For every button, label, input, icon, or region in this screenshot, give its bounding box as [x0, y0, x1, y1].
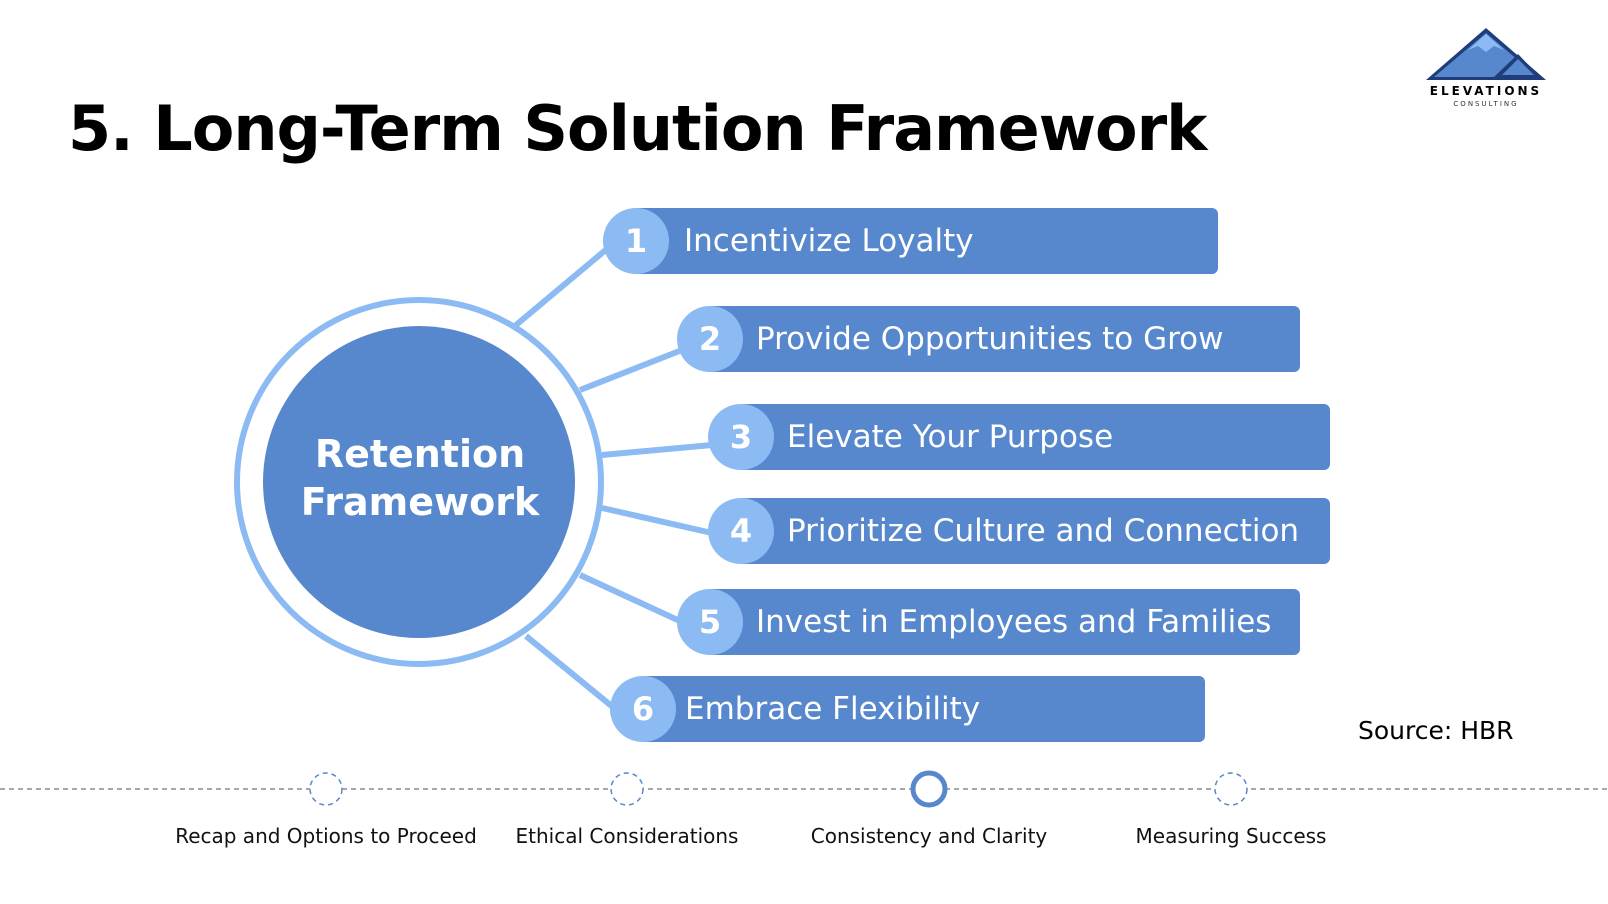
- connector-line-1: [514, 245, 610, 328]
- elevations-logo: ELEVATIONS CONSULTING: [1422, 24, 1552, 114]
- framework-item-3: [738, 404, 1330, 470]
- framework-item-5: [706, 589, 1300, 655]
- item-label: Incentivize Loyalty: [684, 223, 974, 259]
- mountain-icon: [1426, 28, 1546, 80]
- timeline-step-label[interactable]: Recap and Options to Proceed: [175, 824, 477, 848]
- item-number-badge: 5: [677, 589, 743, 655]
- connector-line-2: [578, 347, 684, 393]
- framework-item-4: [738, 498, 1330, 564]
- center-circle: [263, 326, 575, 638]
- item-label: Provide Opportunities to Grow: [756, 321, 1224, 357]
- logo-subtitle: CONSULTING: [1453, 100, 1519, 108]
- timeline-node-2: [610, 772, 644, 806]
- item-label: Elevate Your Purpose: [787, 419, 1114, 455]
- item-number-badge: 2: [677, 306, 743, 372]
- framework-item-6: [640, 676, 1205, 742]
- center-label-line: Retention: [314, 432, 526, 476]
- framework-diagram: [234, 245, 713, 711]
- item-label: Invest in Employees and Families: [756, 604, 1272, 640]
- logo-name: ELEVATIONS: [1429, 84, 1543, 98]
- page-title: 5. Long-Term Solution Framework: [68, 92, 1207, 165]
- framework-item-1: [632, 208, 1218, 274]
- item-label: Prioritize Culture and Connection: [787, 513, 1300, 549]
- connector-line-6: [524, 633, 616, 711]
- item-number-badge: 1: [603, 208, 669, 274]
- item-number-badge: 6: [610, 676, 676, 742]
- connector-lines: [514, 245, 713, 711]
- source-note: Source: HBR: [1358, 716, 1514, 745]
- connector-line-3: [601, 442, 713, 458]
- progress-timeline: [0, 770, 1608, 808]
- item-number-badge: 4: [708, 498, 774, 564]
- connector-line-5: [578, 572, 684, 625]
- center-label-line: Framework: [300, 480, 540, 524]
- item-number-badge: 3: [708, 404, 774, 470]
- connector-line-4: [601, 505, 713, 536]
- timeline-step-label[interactable]: Measuring Success: [1135, 824, 1327, 848]
- timeline-step-label[interactable]: Ethical Considerations: [515, 824, 739, 848]
- timeline-step-label[interactable]: Consistency and Clarity: [810, 824, 1048, 848]
- timeline-node-3-active: [910, 770, 948, 808]
- timeline-node-1: [309, 772, 343, 806]
- item-label: Embrace Flexibility: [685, 691, 981, 727]
- center-label: Retention Framework: [264, 430, 576, 526]
- framework-item-2: [706, 306, 1300, 372]
- timeline-node-4: [1214, 772, 1248, 806]
